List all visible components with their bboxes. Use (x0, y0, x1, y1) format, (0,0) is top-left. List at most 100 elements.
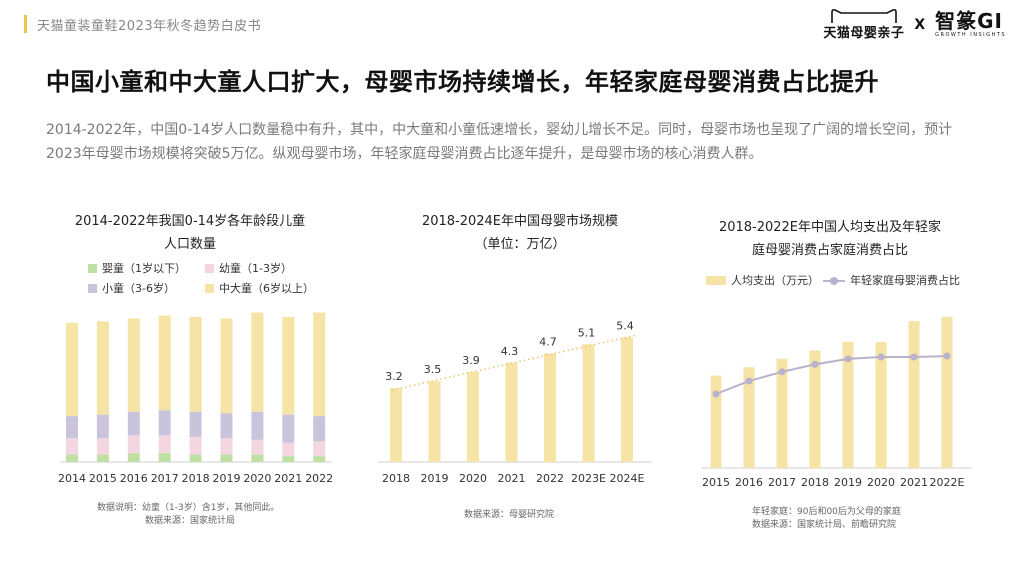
chart1-bar-segment (251, 454, 264, 462)
chart1-bar-segment (251, 312, 264, 412)
chart2-note: 数据来源：母婴研究院 (464, 510, 555, 520)
legend-label: 年轻家庭母婴消费占比 (850, 274, 960, 287)
chart2-bar: 2018 3.2 2019 3.5 2020 3.9 2021 4.3 2022 4.7 2023E… (378, 319, 652, 485)
chart1-x-tick-label: 2021 (274, 472, 302, 485)
chart3-title-line2: 庭母婴消费占家庭消费占比 (751, 243, 908, 258)
chart1-bar-segment (282, 316, 295, 415)
chart3-line-point (712, 390, 720, 398)
chart1-bar-segment (282, 442, 295, 457)
gi-logo-text: 智篆GI (935, 9, 1003, 33)
chart2-value-label: 4.7 (539, 336, 557, 349)
tmall-logo: 天猫母婴亲子 (823, 8, 904, 41)
chart3-bar (809, 350, 821, 468)
chart3-bar (875, 342, 887, 468)
chart1-bar-segment (282, 414, 295, 443)
chart1-title: 2014-2022年我国0-14岁各年龄段儿童 人口数量 (60, 210, 320, 256)
chart1-bar-segment (313, 441, 326, 457)
chart1-bar-segment (127, 435, 140, 454)
chart3-title: 2018-2022E年中国人均支出及年轻家 庭母婴消费占家庭消费占比 (700, 216, 960, 262)
chart1-bar-segment (158, 435, 171, 454)
chart1-bar-segment (189, 436, 202, 455)
chart1-bar-segment (251, 411, 264, 440)
chart2-x-tick-label: 2024E (610, 472, 645, 485)
chart3-x-tick-label: 2018 (801, 476, 829, 489)
page-headline: 中国小童和中大童人口扩大，母婴市场持续增长，年轻家庭母婴消费占比提升 (46, 68, 879, 96)
chart2-bar (428, 381, 441, 462)
chart3-x-tick-label: 2015 (702, 476, 730, 489)
chart1-note: 数据说明：幼童（1-3岁）含1岁，其他同此。 数据来源：国家统计局 (97, 502, 279, 528)
legend-swatch (88, 283, 97, 293)
chart1-bar-segment (66, 438, 78, 455)
chart2-bar (467, 372, 479, 462)
legend-swatch (205, 283, 214, 293)
chart2-bar (505, 362, 518, 462)
legend-swatch (88, 263, 97, 273)
chart3-line-point (943, 352, 951, 360)
chart2-value-label: 5.4 (616, 319, 634, 332)
legend-label: 幼童（1-3岁） (219, 262, 292, 275)
chart2-trendline (391, 334, 636, 391)
chart1-bar-segment (66, 322, 78, 417)
chart1-x-tick-label: 2018 (182, 472, 210, 485)
chart2-x-tick-label: 2020 (459, 472, 487, 485)
legend-swatch (706, 275, 726, 285)
legend-label: 中大童（6岁以上） (219, 282, 314, 295)
chart3-x-tick-label: 2016 (735, 476, 763, 489)
chart1-bar-segment (127, 318, 140, 412)
chart1-x-tick-label: 2015 (89, 472, 117, 485)
chart2-title-line1: 2018-2024E年中国母婴市场规模 (421, 214, 619, 229)
chart1-bar-segment (96, 438, 109, 455)
chart1-bar-segment (66, 416, 78, 439)
chart3-x-tick-label: 2021 (900, 476, 928, 489)
chart3-legend-line: 年轻家庭母婴消费占比 (823, 272, 960, 288)
legend-swatch (205, 263, 214, 273)
chart3-note: 年轻家庭：90后和00后为父母的家庭 数据来源：国家统计局、前瞻研究院 (752, 506, 901, 532)
chart1-x-tick-label: 2022 (305, 472, 333, 485)
chart1-legend-toddler: 幼童（1-3岁） (205, 260, 292, 276)
chart2-title: 2018-2024E年中国母婴市场规模 （单位：万亿） (390, 210, 650, 256)
chart1-note-line1: 数据说明：幼童（1-3岁）含1岁，其他同此。 (97, 503, 280, 513)
chart3-bar (710, 375, 722, 468)
chart1-bar-segment (189, 454, 202, 462)
chart3-line-point (844, 355, 852, 363)
document-title: 天猫童装童鞋2023年秋冬趋势白皮书 (37, 18, 262, 34)
chart1-bar-segment (313, 416, 326, 442)
chart1-legend-big: 中大童（6岁以上） (205, 280, 314, 296)
chart2-bar (582, 344, 595, 462)
chart1-legend-baby: 婴童（1岁以下） (88, 260, 186, 276)
chart1-bar-segment (220, 454, 233, 462)
chart1-bar-segment (66, 454, 78, 462)
tmall-logo-text: 天猫母婴亲子 (823, 26, 905, 41)
chart3-line-point (811, 360, 819, 368)
chart3-x-tick-label: 2022E (930, 476, 965, 489)
chart2-value-label: 3.2 (385, 370, 403, 383)
chart3-line-point (877, 353, 885, 361)
chart3-bar (842, 342, 854, 468)
chart3-line-point (778, 368, 786, 376)
chart1-bar-segment (313, 312, 326, 417)
chart2-value-label: 4.3 (501, 345, 519, 358)
chart1-bar-segment (127, 453, 140, 462)
gi-logo-subtext: GROWTH INSIGHTS (935, 32, 1006, 38)
chart3-x-tick-label: 2017 (768, 476, 796, 489)
brand-logos: 天猫母婴亲子 X 智篆GI GROWTH INSIGHTS (823, 8, 1006, 41)
chart1-x-tick-label: 2017 (151, 472, 179, 485)
legend-swatch (823, 276, 845, 285)
chart2-x-tick-label: 2018 (382, 472, 410, 485)
chart1-bar-segment (96, 414, 109, 439)
chart1-x-tick-label: 2014 (58, 472, 86, 485)
chart2-bar (544, 353, 556, 462)
chart2-x-tick-label: 2021 (498, 472, 526, 485)
chart3-line-series (715, 355, 948, 395)
chart3-legend-bar: 人均支出（万元） (706, 272, 819, 288)
accent-bar (24, 15, 27, 33)
gi-logo: 智篆GI GROWTH INSIGHTS (935, 11, 1006, 38)
chart3-bar (941, 316, 953, 468)
intro-paragraph: 2014-2022年，中国0-14岁人口数量稳中有升，其中，中大童和小童低速增长… (46, 122, 953, 162)
chart1-title-line2: 人口数量 (163, 237, 216, 252)
chart1-bar-segment (313, 456, 326, 462)
chart3-bar (743, 367, 755, 468)
chart1-bar-segment (96, 454, 109, 462)
chart2-value-label: 5.1 (578, 326, 596, 339)
chart1-bar-segment (251, 439, 264, 455)
